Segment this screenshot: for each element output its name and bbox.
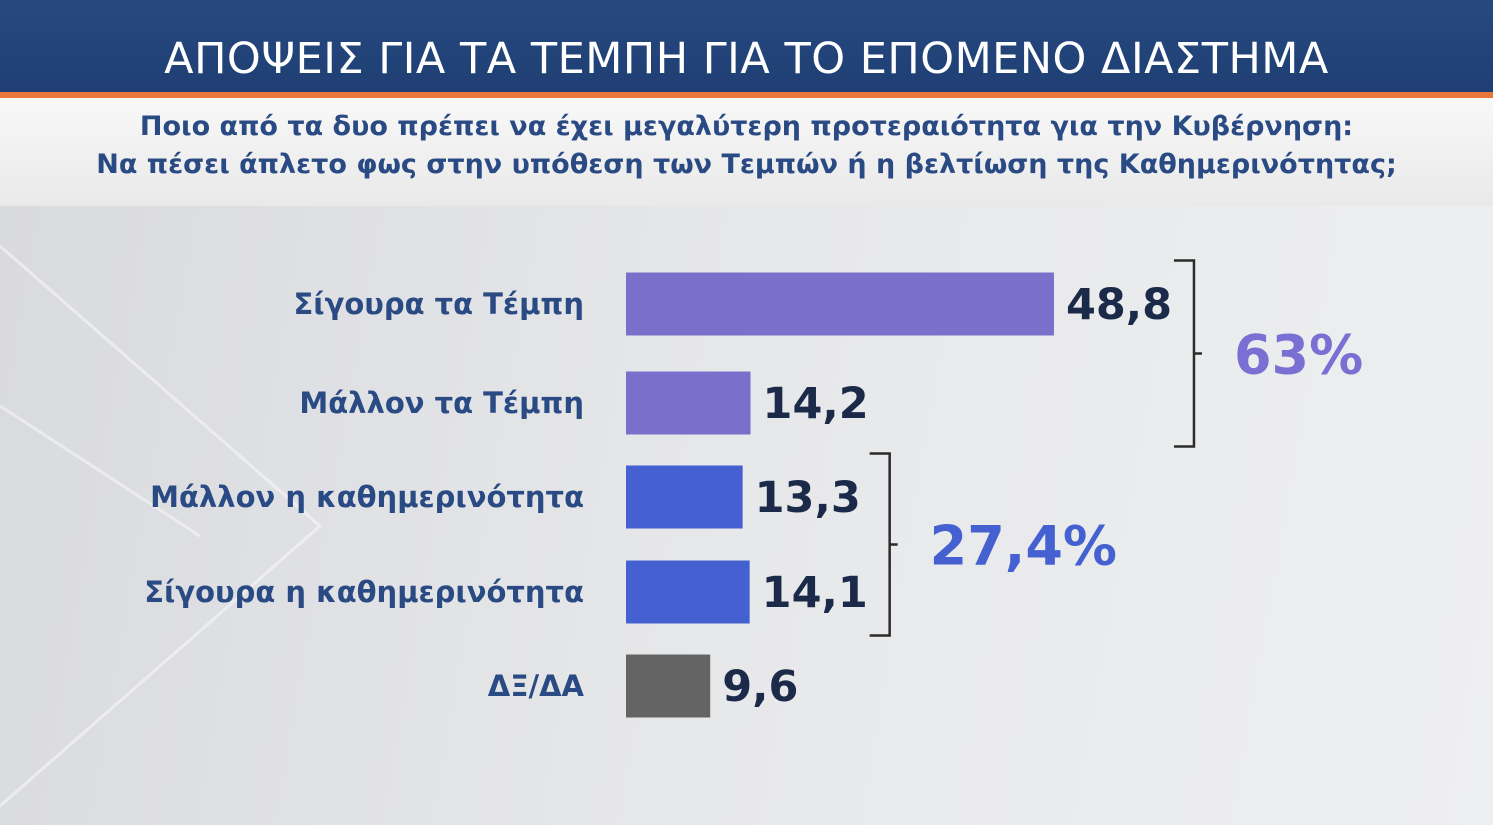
value-label-1: 48,8 xyxy=(1066,280,1172,330)
group-bracket-2 xyxy=(869,452,898,637)
accent-divider xyxy=(0,92,1493,98)
question-line-1: Ποιο από τα δυο πρέπει να έχει μεγαλύτερ… xyxy=(139,111,1354,142)
group-total-1: 63% xyxy=(1234,324,1363,387)
bar-2 xyxy=(626,371,751,435)
bar-4 xyxy=(626,560,750,624)
bar-5 xyxy=(626,654,711,718)
value-label-4: 14,1 xyxy=(762,568,868,618)
category-label-2: Μάλλον τα Τέμπη xyxy=(299,386,584,420)
bar-1 xyxy=(626,272,1054,336)
chart-area: Σίγουρα τα Τέμπη 48,8 Μάλλον τα Τέμπη 14,2 Μ… xyxy=(0,206,1493,825)
category-label-4: Σίγουρα η καθημερινότητα xyxy=(144,575,584,609)
group-brackets: 63% 27,4% xyxy=(869,259,1363,637)
group-bracket-1 xyxy=(1173,259,1202,448)
category-label-1: Σίγουρα τα Τέμπη xyxy=(293,287,584,321)
value-label-5: 9,6 xyxy=(722,662,798,712)
bar-chart: Σίγουρα τα Τέμπη 48,8 Μάλλον τα Τέμπη 14,2 Μ… xyxy=(0,244,1363,808)
value-label-3: 13,3 xyxy=(755,473,861,523)
bar-3 xyxy=(626,465,743,529)
category-label-3: Μάλλον η καθημερινότητα xyxy=(150,480,584,514)
group-total-2: 27,4% xyxy=(930,515,1117,578)
title-banner: ΑΠΟΨΕΙΣ ΓΙΑ ΤΑ ΤΕΜΠΗ ΓΙΑ ΤΟ ΕΠΟΜΕΝΟ ΔΙΑΣ… xyxy=(0,0,1493,92)
category-label-5: ΔΞ/ΔΑ xyxy=(488,669,585,703)
question-line-2: Να πέσει άπλετο φως στην υπόθεση των Τεμ… xyxy=(96,149,1397,180)
question-band: Ποιο από τα δυο πρέπει να έχει μεγαλύτερ… xyxy=(0,98,1493,206)
value-label-2: 14,2 xyxy=(763,379,869,429)
background-lines xyxy=(0,244,323,808)
bars-layer: Σίγουρα τα Τέμπη 48,8 Μάλλον τα Τέμπη 14,2 Μ… xyxy=(144,272,1172,718)
page-title: ΑΠΟΨΕΙΣ ΓΙΑ ΤΑ ΤΕΜΠΗ ΓΙΑ ΤΟ ΕΠΟΜΕΝΟ ΔΙΑΣ… xyxy=(164,34,1329,84)
